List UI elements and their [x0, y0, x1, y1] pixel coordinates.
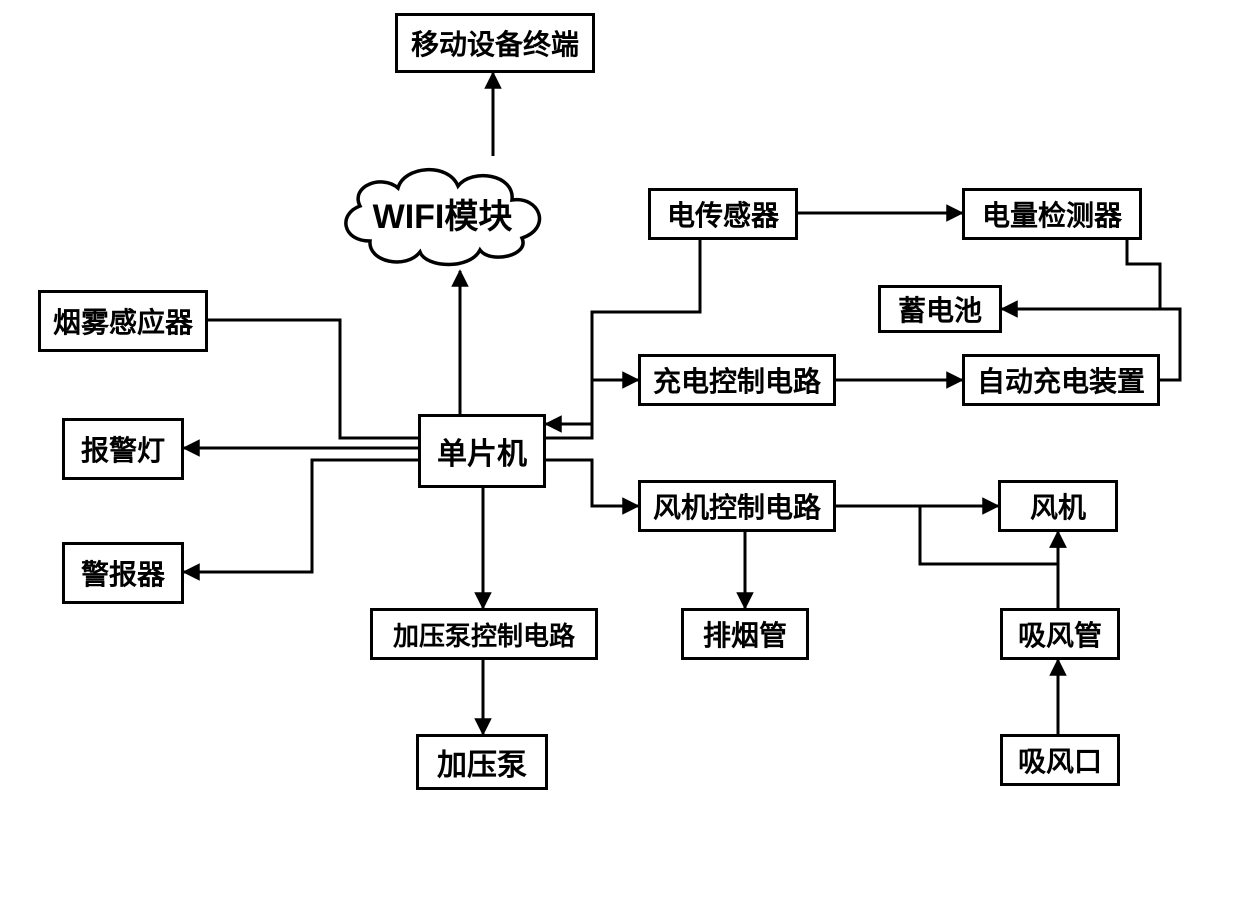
node-mcu: 单片机 — [418, 414, 546, 488]
node-alarmlight: 报警灯 — [62, 418, 184, 480]
node-label: WIFI模块 — [373, 189, 513, 238]
node-pumpctl: 加压泵控制电路 — [370, 608, 598, 660]
node-label: 充电控制电路 — [653, 360, 821, 400]
node-label: 自动充电装置 — [977, 360, 1145, 400]
node-fanctl: 风机控制电路 — [638, 480, 836, 532]
node-fan: 风机 — [998, 480, 1118, 532]
node-label: 风机 — [1030, 486, 1086, 526]
diagram-canvas: 移动设备终端 WIFI模块 烟雾感应器 报警灯 警报器 单片机 电传感器 电量检… — [0, 0, 1240, 898]
node-label: 电量检测器 — [982, 194, 1122, 234]
node-label: 报警灯 — [81, 429, 165, 469]
node-autochg: 自动充电装置 — [962, 354, 1160, 406]
node-label: 电传感器 — [667, 194, 779, 234]
node-siren: 警报器 — [62, 542, 184, 604]
node-chargectl: 充电控制电路 — [638, 354, 836, 406]
node-wifi-cloud: WIFI模块 — [330, 156, 555, 271]
node-esensor: 电传感器 — [648, 188, 798, 240]
node-label: 加压泵控制电路 — [393, 616, 575, 653]
node-label: 蓄电池 — [898, 289, 982, 329]
node-label: 吸风管 — [1018, 614, 1102, 654]
node-inlet: 吸风口 — [1000, 734, 1120, 786]
node-label: 风机控制电路 — [653, 486, 821, 526]
node-label: 加压泵 — [437, 740, 527, 784]
node-mobile: 移动设备终端 — [395, 13, 595, 73]
node-pdetector: 电量检测器 — [962, 188, 1142, 240]
node-label: 烟雾感应器 — [53, 301, 193, 341]
node-suction: 吸风管 — [1000, 608, 1120, 660]
node-battery: 蓄电池 — [878, 285, 1002, 333]
node-label: 排烟管 — [703, 614, 787, 654]
node-exhaust: 排烟管 — [681, 608, 809, 660]
node-smoke: 烟雾感应器 — [38, 290, 208, 352]
node-label: 单片机 — [437, 429, 527, 473]
node-label: 移动设备终端 — [411, 23, 579, 63]
node-label: 吸风口 — [1018, 740, 1102, 780]
node-pump: 加压泵 — [416, 734, 548, 790]
node-label: 警报器 — [81, 553, 165, 593]
